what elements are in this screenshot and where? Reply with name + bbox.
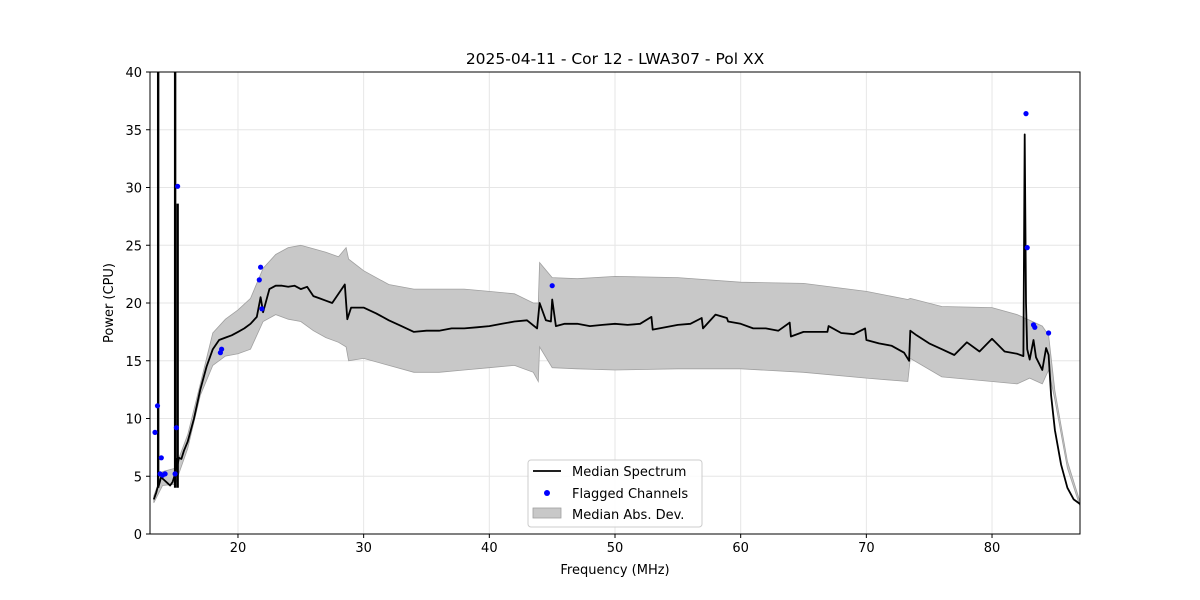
flagged-channel-point (1023, 111, 1029, 117)
flagged-channel-point (154, 403, 161, 409)
x-tick-label: 60 (732, 541, 749, 556)
y-axis-label: Power (CPU) (102, 263, 117, 343)
y-tick-label: 35 (125, 124, 142, 139)
x-tick-label: 50 (607, 541, 624, 556)
y-tick-label: 40 (125, 66, 142, 81)
median-spectrum-layer (152, 133, 1081, 505)
flagged-channel-point (152, 429, 158, 435)
x-ticks: 20 30 40 50 60 70 80 (230, 534, 1001, 556)
flagged-channel-point (162, 471, 168, 477)
flagged-channel-point (256, 277, 262, 283)
x-tick-label: 30 (355, 541, 372, 556)
y-tick-label: 15 (125, 355, 142, 370)
flagged-channel-point (259, 306, 265, 312)
flagged-channel-point (549, 283, 555, 289)
y-tick-label: 10 (125, 413, 142, 428)
median-spectrum-line (152, 133, 1081, 505)
flagged-channel-point (258, 264, 264, 270)
flagged-channel-point (173, 425, 179, 431)
x-tick-label: 80 (984, 541, 1001, 556)
y-tick-label: 30 (125, 182, 142, 197)
y-tick-label: 0 (134, 528, 142, 543)
legend: Median Spectrum Flagged Channels Median … (527, 459, 703, 528)
legend-median-spectrum: Median Spectrum (572, 465, 686, 480)
x-axis-label: Frequency (MHz) (560, 563, 669, 578)
legend-marker-swatch (544, 490, 550, 496)
y-tick-label: 5 (134, 470, 142, 485)
flagged-channel-point (175, 183, 181, 189)
spike-layer (156, 72, 179, 488)
flagged-channels-layer (152, 111, 1052, 478)
flagged-channel-point (172, 471, 178, 477)
legend-flagged-channels: Flagged Channels (572, 487, 688, 502)
y-tick-label: 20 (125, 297, 142, 312)
chart-title: 2025-04-11 - Cor 12 - LWA307 - Pol XX (466, 50, 765, 68)
y-ticks: 0 5 10 15 20 25 30 35 40 (125, 66, 150, 543)
legend-median-abs-dev: Median Abs. Dev. (572, 508, 684, 523)
x-tick-label: 40 (481, 541, 498, 556)
x-tick-label: 20 (230, 541, 247, 556)
legend-box (527, 459, 703, 528)
y-tick-label: 25 (125, 239, 142, 254)
flagged-channel-point (158, 455, 164, 461)
flagged-channel-point (1046, 330, 1052, 336)
legend-patch-swatch (532, 507, 562, 519)
x-tick-label: 70 (858, 541, 875, 556)
flagged-channel-point (1032, 324, 1038, 330)
flagged-channel-point (219, 346, 225, 352)
flagged-channel-point (1024, 245, 1030, 251)
